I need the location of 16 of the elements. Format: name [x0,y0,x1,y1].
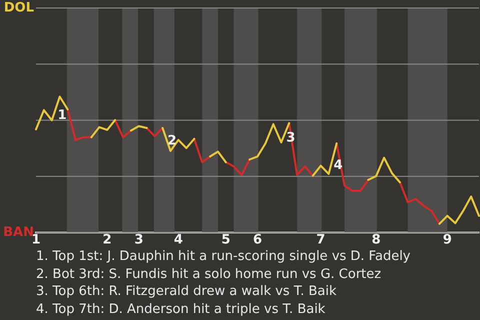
annotation: 1 [58,108,67,124]
text: 4. Top 7th: D. Anderson hit a triple vs T. Baik [36,300,326,318]
ref-line-label: DOL [4,0,34,16]
x-tick-label: 7 [316,232,326,248]
annotation: 2 [168,134,177,149]
text: 2. Bot 3rd: S. Fundis hit a solo home run vs G. Cortez [36,266,382,283]
ref-line-label: BAN [3,224,34,240]
text: 3. Top 6th: R. Fitzgerald drew a walk vs T. Baik [36,283,338,300]
x-tick-label: 9 [442,232,452,248]
x-tick-label: 8 [372,232,381,248]
x-tick-label: 2 [102,232,112,248]
text: 1. Top 1st: J. Dauphin hit a run-scoring single vs D. Fadely [36,248,412,266]
x-tick-label: 4 [174,232,183,248]
x-tick-label: 6 [252,232,262,248]
x-tick-label: 3 [134,232,144,248]
x-tick-label: 5 [221,232,230,248]
